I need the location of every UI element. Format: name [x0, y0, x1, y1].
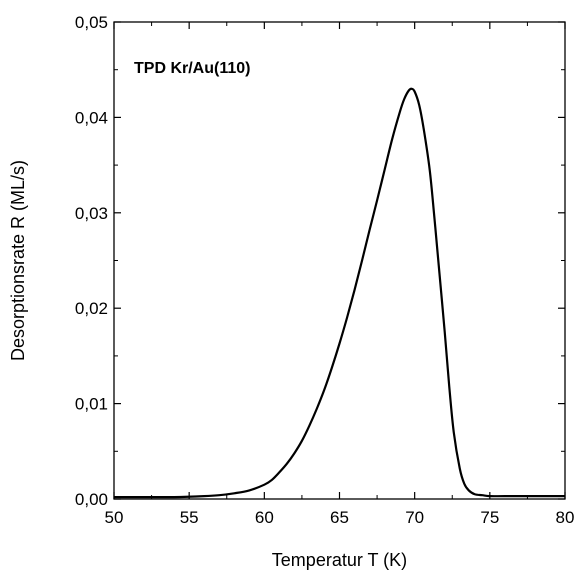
y-axis-title: Desorptionsrate R (ML/s) — [8, 160, 28, 361]
y-tick-label: 0,03 — [75, 204, 108, 223]
x-tick-label: 50 — [105, 508, 124, 527]
series-line — [114, 87, 565, 499]
y-tick-label: 0,05 — [75, 13, 108, 32]
x-tick-label: 80 — [556, 508, 575, 527]
chart-annotation: TPD Kr/Au(110) — [134, 60, 250, 77]
y-tick-label: 0,02 — [75, 299, 108, 318]
y-tick-label: 0,04 — [75, 108, 108, 127]
series-layer — [114, 87, 565, 499]
x-tick-label: 65 — [330, 508, 349, 527]
x-tick-label: 55 — [180, 508, 199, 527]
x-tick-label: 75 — [480, 508, 499, 527]
x-tick-label: 60 — [255, 508, 274, 527]
x-tick-label: 70 — [405, 508, 424, 527]
y-tick-label: 0,01 — [75, 395, 108, 414]
y-axis-ticks: 0,00 0,01 0,02 0,03 0,04 0,05 — [75, 13, 565, 509]
plot-frame — [113, 21, 566, 500]
x-axis-title: Temperatur T (K) — [272, 550, 407, 570]
x-axis-ticks: 50 55 60 65 70 75 80 — [105, 22, 575, 527]
y-tick-label: 0,00 — [75, 490, 108, 509]
